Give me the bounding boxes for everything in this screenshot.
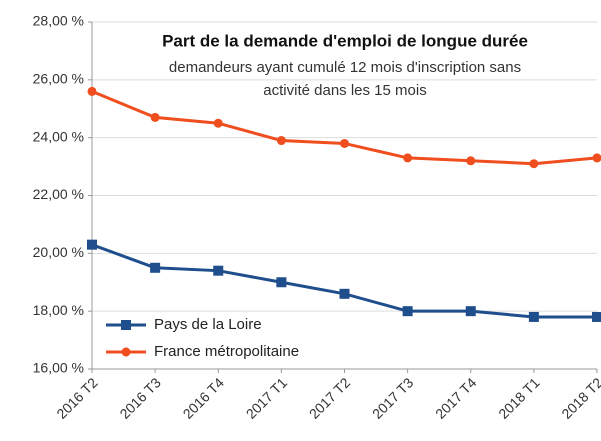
chart-subtitle: activité dans les 15 mois: [263, 82, 426, 99]
y-tick-label: 28,00 %: [33, 13, 84, 29]
point: [213, 118, 223, 128]
point: [403, 153, 413, 163]
legend-label: Pays de la Loire: [154, 316, 262, 333]
y-tick-label: 22,00 %: [33, 186, 84, 202]
x-tick-label: 2016 T2: [53, 374, 101, 422]
y-tick-label: 26,00 %: [33, 71, 84, 87]
point: [339, 288, 350, 299]
y-tick-label: 16,00 %: [33, 360, 84, 376]
point: [150, 112, 160, 122]
point: [150, 262, 161, 273]
x-tick-label: 2017 T4: [432, 374, 480, 422]
point: [529, 159, 539, 169]
point: [466, 156, 476, 166]
point: [276, 277, 287, 288]
series-line: [91, 90, 598, 166]
legend-marker: [121, 347, 131, 357]
y-tick-label: 20,00 %: [33, 244, 84, 260]
x-tick-label: 2017 T1: [243, 374, 291, 422]
chart-title: Part de la demande d'emploi de longue du…: [162, 31, 528, 50]
point: [87, 239, 97, 250]
chart-subtitle: demandeurs ayant cumulé 12 mois d'inscri…: [169, 59, 521, 76]
point: [402, 306, 413, 317]
y-tick-label: 24,00 %: [33, 128, 84, 144]
point: [213, 265, 224, 276]
point: [340, 138, 349, 148]
point: [276, 136, 286, 146]
series-line: [91, 243, 597, 319]
x-tick-label: 2017 T2: [306, 374, 354, 422]
x-tick-label: 2017 T3: [369, 374, 417, 422]
point: [87, 86, 97, 96]
x-tick-label: 2018 T1: [495, 374, 543, 422]
y-tick-label: 18,00 %: [33, 302, 84, 318]
legend-label: France métropolitaine: [154, 343, 299, 360]
point: [592, 153, 601, 163]
point: [592, 311, 601, 322]
x-tick-label: 2018 T2: [558, 374, 601, 422]
x-tick-label: 2016 T4: [180, 374, 228, 422]
point: [528, 311, 539, 322]
x-tick-label: 2016 T3: [116, 374, 164, 422]
point: [465, 306, 476, 317]
legend-marker: [121, 320, 131, 330]
